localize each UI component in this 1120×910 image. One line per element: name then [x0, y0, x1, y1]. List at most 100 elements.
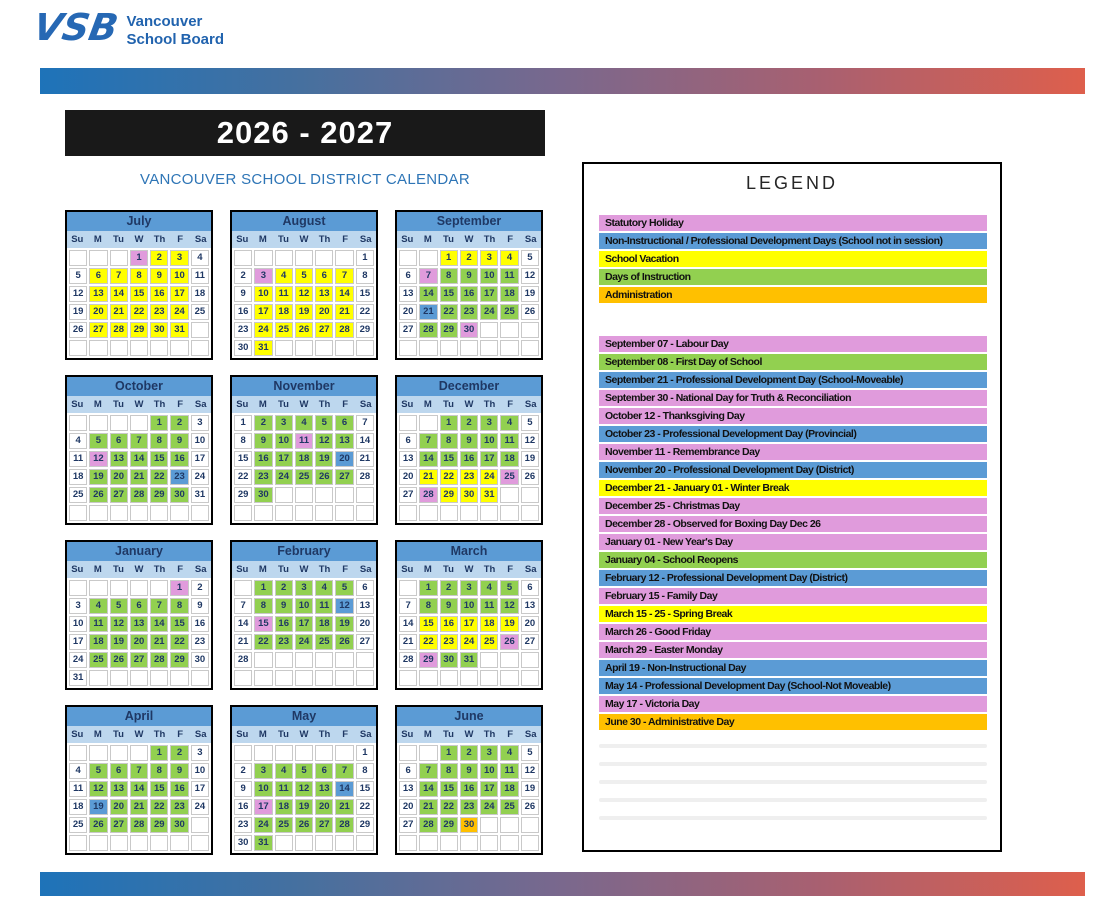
weekday-label: Th [153, 729, 166, 740]
day-cell [170, 670, 189, 686]
day-cell: 25 [500, 799, 519, 815]
day-cell [69, 835, 88, 851]
day-cell [335, 835, 354, 851]
weekday-label: Tu [442, 399, 454, 410]
day-cell: 11 [500, 433, 519, 449]
day-cell: 29 [355, 817, 374, 833]
day-cell [170, 340, 189, 356]
day-cell: 28 [129, 817, 149, 833]
weekday-label: F [177, 399, 184, 410]
weekday-label: W [134, 234, 144, 245]
month-title: April [67, 707, 211, 726]
day-cell: 20 [89, 304, 108, 320]
month-january: January Su M Tu W Th F Sa 1 2 3 4 5 6 7 8 9 10 11 12 13 14 15 1… [65, 540, 213, 690]
weekday-label: Su [401, 564, 414, 575]
day-cell: 20 [520, 616, 539, 632]
legend-empty-row [599, 780, 987, 784]
day-cell: 8 [129, 268, 149, 284]
weekday-label: Sa [194, 234, 207, 245]
day-cell: 2 [150, 250, 169, 266]
legend-event: January 04 - School Reopens [599, 552, 987, 568]
legend-event: February 12 - Professional Development D… [599, 570, 987, 586]
day-cell [129, 415, 149, 431]
legend-event: September 21 - Professional Development … [599, 372, 987, 388]
day-cell: 9 [234, 286, 253, 302]
day-cell [335, 250, 354, 266]
day-cell: 14 [335, 286, 354, 302]
day-cell [335, 652, 354, 668]
day-cell [69, 250, 88, 266]
day-cell [520, 652, 539, 668]
weekday-label: Su [236, 564, 249, 575]
weekday-label: M [423, 399, 432, 410]
day-cell: 30 [234, 340, 253, 356]
day-cell [294, 250, 314, 266]
weekday-label: W [134, 564, 144, 575]
weekday-label: W [464, 729, 474, 740]
day-cell [109, 415, 128, 431]
legend-event: September 08 - First Day of School [599, 354, 987, 370]
day-cell: 17 [480, 451, 499, 467]
day-cell: 24 [480, 799, 499, 815]
top-gradient-bar [40, 68, 1085, 94]
day-cell: 29 [439, 322, 458, 338]
day-cell [89, 670, 108, 686]
legend-panel: LEGEND Statutory Holiday Non-Instructiona… [582, 162, 1002, 852]
day-cell: 29 [150, 487, 169, 503]
day-cell: 19 [500, 616, 519, 632]
weekday-header: Su M Tu W Th F Sa [232, 231, 376, 248]
weekday-label: Sa [524, 729, 537, 740]
day-cell: 14 [419, 451, 438, 467]
day-cell: 26 [294, 817, 314, 833]
day-cell: 26 [520, 304, 539, 320]
weekday-label: Th [483, 564, 496, 575]
day-cell: 15 [355, 286, 374, 302]
day-cell: 22 [439, 469, 458, 485]
day-cell: 23 [274, 634, 293, 650]
day-cell: 17 [480, 286, 499, 302]
day-cell: 6 [399, 763, 418, 779]
day-cell: 28 [150, 652, 169, 668]
day-cell: 23 [459, 469, 479, 485]
day-cell: 25 [274, 817, 293, 833]
day-cell: 28 [335, 322, 354, 338]
day-cell: 21 [419, 799, 438, 815]
day-cell [500, 835, 519, 851]
day-cell: 28 [399, 652, 418, 668]
day-cell: 20 [109, 469, 128, 485]
legend-event: March 26 - Good Friday [599, 624, 987, 640]
day-cell [399, 835, 418, 851]
day-cell: 9 [459, 268, 479, 284]
day-cell [355, 505, 374, 521]
weekday-label: F [177, 729, 184, 740]
day-cell: 22 [150, 799, 169, 815]
day-cell: 3 [459, 580, 479, 596]
day-cell: 1 [170, 580, 189, 596]
weekday-label: Sa [194, 729, 207, 740]
day-cell [274, 340, 293, 356]
day-cell [500, 670, 519, 686]
day-cell: 1 [150, 745, 169, 761]
day-cell: 28 [234, 652, 253, 668]
legend-event: September 30 - National Day for Truth & … [599, 390, 987, 406]
day-cell: 4 [500, 745, 519, 761]
day-cell: 9 [170, 433, 189, 449]
day-cell [399, 340, 418, 356]
day-cell: 2 [459, 250, 479, 266]
day-cell: 18 [274, 304, 293, 320]
day-cell: 12 [69, 286, 88, 302]
day-cell: 9 [439, 598, 458, 614]
weekday-label: Sa [524, 399, 537, 410]
day-cell [129, 670, 149, 686]
day-cell: 27 [129, 652, 149, 668]
day-cell [190, 817, 209, 833]
day-cell: 11 [69, 781, 88, 797]
day-cell: 12 [294, 781, 314, 797]
weekday-label: Sa [194, 564, 207, 575]
day-cell [274, 487, 293, 503]
day-cell [89, 340, 108, 356]
weekday-label: Su [401, 234, 414, 245]
day-cell [520, 340, 539, 356]
weekday-label: M [258, 564, 267, 575]
day-grid: 1 2 3 4 5 6 7 8 9 10 11 12 13 14 15 16 17 18 19 20 21 22 23 24 2… [397, 743, 541, 853]
